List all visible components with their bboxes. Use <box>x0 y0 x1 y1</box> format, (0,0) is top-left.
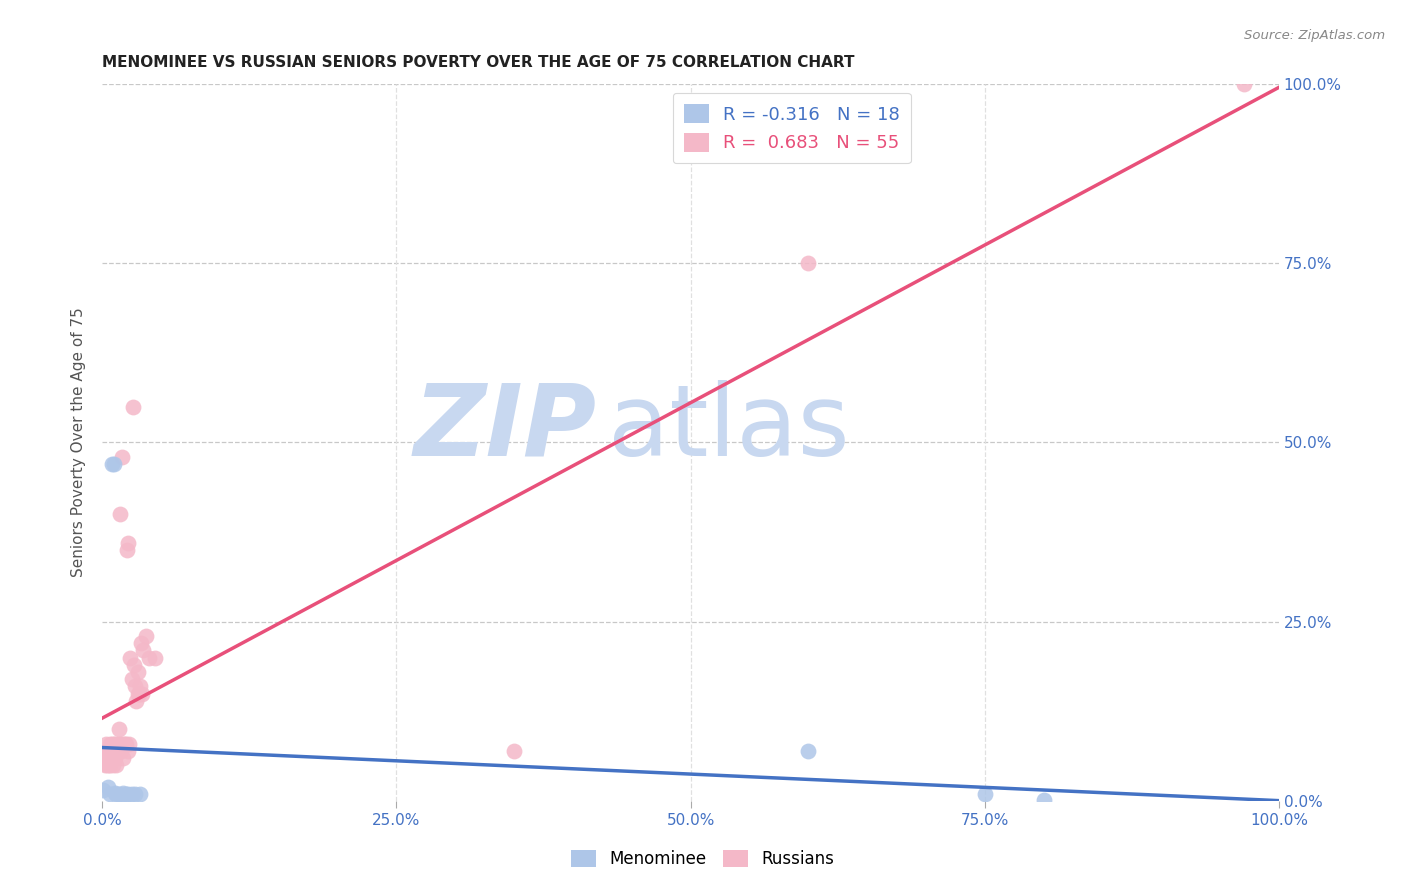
Point <box>128 787 150 801</box>
Point <box>104 785 127 799</box>
Point <box>97 751 120 765</box>
Point <box>973 787 995 801</box>
Legend: R = -0.316   N = 18, R =  0.683   N = 55: R = -0.316 N = 18, R = 0.683 N = 55 <box>673 93 911 163</box>
Legend: Menominee, Russians: Menominee, Russians <box>565 843 841 875</box>
Point <box>503 744 526 758</box>
Point <box>115 543 138 558</box>
Point <box>112 785 135 799</box>
Point <box>93 751 115 765</box>
Point <box>131 687 153 701</box>
Point <box>93 783 115 797</box>
Point <box>104 751 127 765</box>
Point <box>112 751 135 765</box>
Point <box>121 787 143 801</box>
Point <box>125 694 148 708</box>
Point <box>124 787 146 801</box>
Point <box>104 737 127 751</box>
Point <box>110 789 132 803</box>
Point <box>100 737 122 751</box>
Point <box>127 687 149 701</box>
Point <box>100 457 122 471</box>
Text: atlas: atlas <box>609 380 849 476</box>
Point <box>118 737 141 751</box>
Point <box>107 737 129 751</box>
Point <box>117 536 139 550</box>
Point <box>121 400 143 414</box>
Point <box>127 665 149 679</box>
Point <box>105 758 128 772</box>
Point <box>120 650 142 665</box>
Point <box>97 744 120 758</box>
Point <box>138 650 160 665</box>
Y-axis label: Seniors Poverty Over the Age of 75: Seniors Poverty Over the Age of 75 <box>72 308 86 577</box>
Point <box>101 758 124 772</box>
Point <box>105 787 128 801</box>
Point <box>107 723 129 737</box>
Point <box>98 751 121 765</box>
Point <box>797 744 820 758</box>
Point <box>111 450 134 464</box>
Point <box>103 744 125 758</box>
Point <box>129 636 152 650</box>
Point <box>114 737 136 751</box>
Point <box>110 737 132 751</box>
Point <box>128 679 150 693</box>
Point <box>110 744 132 758</box>
Text: Source: ZipAtlas.com: Source: ZipAtlas.com <box>1244 29 1385 42</box>
Point <box>107 787 129 801</box>
Point <box>100 737 122 751</box>
Point <box>100 787 122 801</box>
Point <box>112 737 135 751</box>
Point <box>100 758 122 772</box>
Point <box>93 758 115 772</box>
Point <box>132 643 155 657</box>
Point <box>135 629 157 643</box>
Point <box>103 457 125 471</box>
Point <box>128 687 150 701</box>
Point <box>117 787 139 801</box>
Point <box>98 758 121 772</box>
Point <box>124 679 146 693</box>
Point <box>97 780 120 794</box>
Point <box>108 744 131 758</box>
Point <box>122 657 145 672</box>
Text: MENOMINEE VS RUSSIAN SENIORS POVERTY OVER THE AGE OF 75 CORRELATION CHART: MENOMINEE VS RUSSIAN SENIORS POVERTY OVE… <box>103 55 855 70</box>
Point <box>100 751 122 765</box>
Point <box>96 751 118 765</box>
Point <box>94 737 117 751</box>
Point <box>797 256 820 270</box>
Point <box>114 787 136 801</box>
Text: ZIP: ZIP <box>413 380 596 476</box>
Point <box>94 744 117 758</box>
Point <box>96 758 118 772</box>
Point <box>114 737 136 751</box>
Point <box>143 650 166 665</box>
Point <box>1233 77 1256 91</box>
Point <box>108 507 131 521</box>
Point <box>121 672 143 686</box>
Point <box>105 744 128 758</box>
Point <box>1032 793 1054 807</box>
Point <box>117 744 139 758</box>
Point <box>103 737 125 751</box>
